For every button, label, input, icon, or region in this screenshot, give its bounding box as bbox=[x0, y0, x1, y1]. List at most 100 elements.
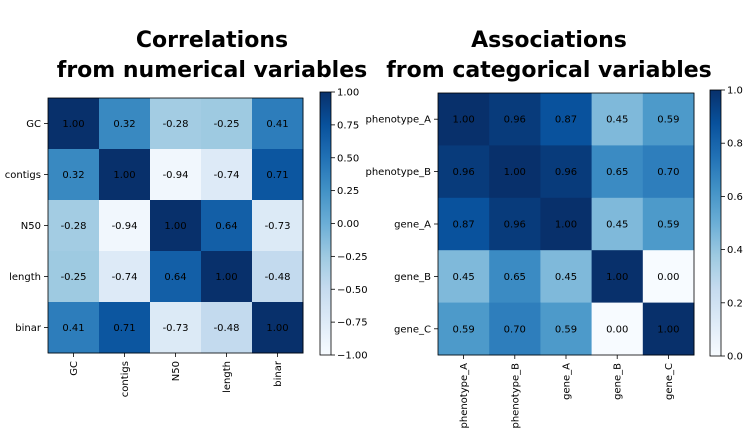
heatmap-cell bbox=[252, 251, 304, 303]
heatmap-cell bbox=[99, 302, 151, 354]
colorbar-tick-label: 0.50 bbox=[337, 153, 359, 164]
y-tick-label: contigs bbox=[5, 170, 41, 181]
chart-title: Associations bbox=[471, 28, 627, 53]
cell-value-label: 1.00 bbox=[452, 115, 474, 126]
cell-value-label: 0.59 bbox=[657, 220, 679, 231]
heatmap-cell bbox=[201, 200, 253, 252]
cell-value-label: -0.73 bbox=[265, 221, 291, 232]
heatmap-cell bbox=[252, 302, 304, 354]
cell-value-label: 0.45 bbox=[555, 272, 577, 283]
heatmap-cell bbox=[201, 251, 253, 303]
y-tick-label: length bbox=[9, 272, 41, 283]
heatmap-cell bbox=[252, 149, 304, 201]
colorbar-tick-label: 0.4 bbox=[727, 245, 743, 256]
heatmap-panel-right: Associations from categorical variables 1.… bbox=[366, 28, 743, 429]
heatmap-cell bbox=[201, 302, 253, 354]
heatmap-cell bbox=[48, 149, 100, 201]
heatmap-cell bbox=[150, 251, 202, 303]
colorbar-tick-label: 0.00 bbox=[337, 219, 359, 230]
cell-value-label: 0.41 bbox=[62, 323, 84, 334]
heatmap-cell bbox=[642, 93, 695, 146]
cell-value-label: -0.74 bbox=[112, 272, 138, 283]
x-tick-label: N50 bbox=[171, 361, 182, 381]
cell-value-label: 0.64 bbox=[215, 221, 237, 232]
heatmap-cell bbox=[99, 251, 151, 303]
cell-value-label: 0.59 bbox=[657, 115, 679, 126]
cell-value-label: 0.45 bbox=[606, 115, 628, 126]
heatmap-cell bbox=[201, 149, 253, 201]
heatmap-cell bbox=[642, 145, 695, 199]
cell-value-label: 1.00 bbox=[555, 220, 577, 231]
cell-value-label: 0.96 bbox=[555, 167, 577, 178]
cell-value-label: -0.25 bbox=[61, 272, 87, 283]
heatmap-cell bbox=[591, 250, 644, 304]
y-tick-label: GC bbox=[26, 119, 41, 130]
heatmap-cell bbox=[99, 149, 151, 201]
heatmap-cell bbox=[99, 98, 151, 150]
cell-value-label: 1.00 bbox=[606, 272, 628, 283]
y-tick-label: binar bbox=[15, 323, 42, 334]
y-tick-label: N50 bbox=[21, 221, 41, 232]
heatmap-cell bbox=[591, 93, 644, 146]
heatmap-cell bbox=[48, 98, 100, 150]
cell-value-label: 0.96 bbox=[452, 167, 474, 178]
cell-value-label: 0.32 bbox=[62, 170, 84, 181]
y-tick-label: phenotype_A bbox=[366, 115, 432, 126]
x-tick-label: GC bbox=[69, 361, 80, 376]
cell-value-label: -0.25 bbox=[214, 119, 240, 130]
heatmap-cell bbox=[489, 93, 541, 146]
cell-value-label: 0.00 bbox=[657, 272, 679, 283]
colorbar-tick-label: 0.8 bbox=[727, 139, 743, 150]
heatmap-cell bbox=[591, 302, 644, 356]
heatmap-cell bbox=[252, 98, 304, 150]
heatmap-cell bbox=[642, 197, 695, 251]
heatmap-cell bbox=[642, 250, 695, 304]
heatmap-cell bbox=[540, 197, 593, 251]
cell-value-label: 1.00 bbox=[266, 323, 288, 334]
colorbar-tick-label: 0.6 bbox=[727, 192, 743, 203]
heatmap-cell bbox=[642, 302, 695, 356]
heatmap-cell bbox=[48, 302, 100, 354]
x-tick-label: length bbox=[222, 361, 233, 393]
heatmap-cell bbox=[438, 197, 490, 251]
cell-value-label: 0.71 bbox=[266, 170, 288, 181]
x-tick-label: phenotype_B bbox=[510, 363, 521, 429]
heatmap-cell bbox=[150, 98, 202, 150]
cell-value-label: 0.96 bbox=[504, 220, 526, 231]
colorbar-tick-label: −0.50 bbox=[337, 285, 368, 296]
x-tick-label: binar bbox=[273, 360, 284, 387]
colorbar-tick-label: 0.0 bbox=[727, 352, 743, 363]
colorbar-tick-label: 0.2 bbox=[727, 298, 743, 309]
heatmap-cell bbox=[201, 98, 253, 150]
heatmap-panel-left: Correlations from numerical variables 1.00… bbox=[5, 28, 368, 397]
cell-value-label: 0.65 bbox=[606, 167, 628, 178]
chart-title: Correlations bbox=[136, 28, 288, 53]
heatmap-cell bbox=[99, 200, 151, 252]
heatmap-cell bbox=[438, 93, 490, 146]
heatmap-cell bbox=[591, 197, 644, 251]
cell-value-label: -0.94 bbox=[163, 170, 189, 181]
heatmap-cell bbox=[489, 250, 541, 304]
heatmap-cell bbox=[438, 302, 490, 356]
cell-value-label: 1.00 bbox=[113, 170, 135, 181]
cell-value-label: 0.32 bbox=[113, 119, 135, 130]
x-tick-label: gene_C bbox=[664, 363, 675, 400]
heatmap-cell bbox=[48, 251, 100, 303]
cell-value-label: 0.70 bbox=[657, 167, 679, 178]
y-tick-label: gene_A bbox=[394, 220, 431, 231]
chart-title: from numerical variables bbox=[57, 58, 368, 83]
cell-value-label: -0.48 bbox=[265, 272, 291, 283]
colorbar-tick-label: 1.00 bbox=[337, 88, 359, 99]
x-tick-label: contigs bbox=[120, 361, 131, 397]
cell-value-label: 0.65 bbox=[504, 272, 526, 283]
colorbar bbox=[709, 89, 722, 357]
heatmap-cell bbox=[252, 200, 304, 252]
cell-value-label: -0.73 bbox=[163, 323, 189, 334]
colorbar bbox=[319, 91, 332, 356]
heatmap-cell bbox=[489, 145, 541, 199]
colorbar-tick-label: 0.75 bbox=[337, 120, 359, 131]
cell-value-label: 0.59 bbox=[555, 324, 577, 335]
cell-value-label: 0.87 bbox=[452, 220, 474, 231]
colorbar-tick-label: −1.00 bbox=[337, 351, 368, 362]
